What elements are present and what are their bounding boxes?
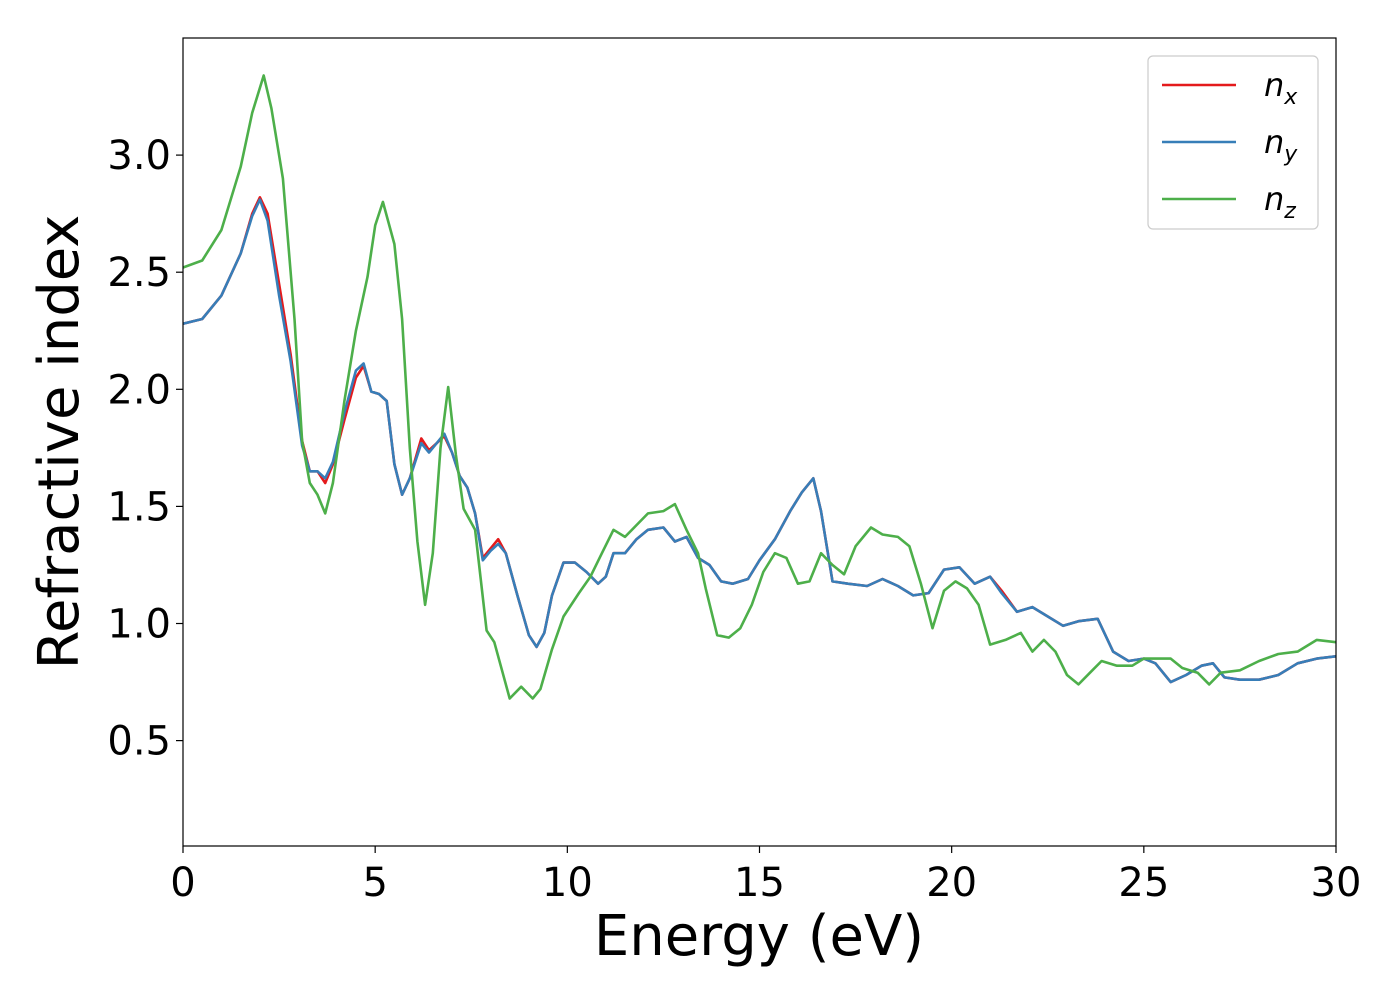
series-line-y [183,198,1336,684]
x-tick-label: 5 [362,860,387,906]
x-tick-label: 30 [1311,860,1362,906]
x-tick-label: 25 [1118,860,1169,906]
series-line-z [183,74,1336,700]
series-layer [183,74,1336,700]
y-tick-label: 0.5 [107,719,171,765]
x-tick-label: 20 [926,860,977,906]
y-tick-label: 3.0 [107,133,171,179]
y-tick-label: 1.0 [107,602,171,648]
y-tick-label: 1.5 [107,484,171,530]
x-tick-label: 0 [170,860,195,906]
y-axis-title: Refractive index [27,215,92,670]
y-tick-label: 2.5 [107,250,171,296]
x-tick-label: 15 [734,860,785,906]
x-axis-ticks: 0 5 10 15 20 25 30 [170,846,1361,906]
y-axis-ticks: 0.5 1.0 1.5 2.0 2.5 3.0 [107,133,183,765]
x-axis-title: Energy (eV) [594,904,924,969]
y-tick-label: 2.0 [107,367,171,413]
series-line-x [183,196,1336,684]
x-tick-label: 10 [542,860,593,906]
